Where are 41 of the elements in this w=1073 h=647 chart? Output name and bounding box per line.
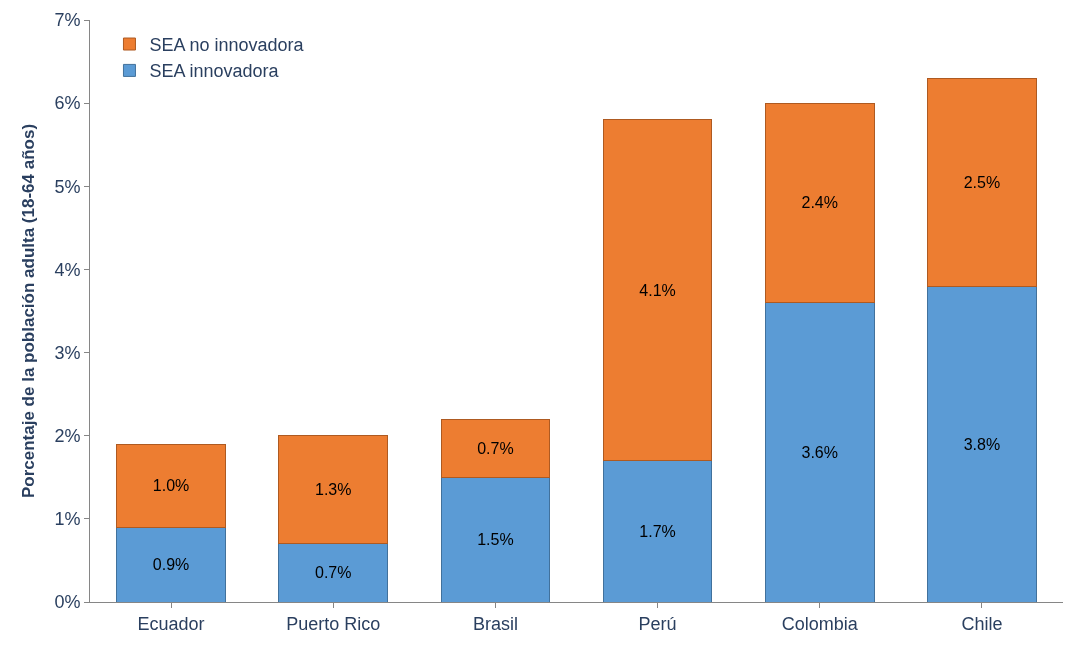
data-label: 2.5% — [963, 173, 1001, 191]
x-tick-label: Ecuador — [137, 613, 205, 634]
data-label: 3.8% — [963, 435, 1001, 453]
bar — [440, 418, 551, 478]
bar — [440, 476, 551, 602]
data-label: 3.6% — [801, 443, 838, 461]
bar — [927, 285, 1037, 602]
y-tick-label: 2% — [54, 426, 81, 447]
y-tick-label: 6% — [54, 93, 81, 114]
data-label: 2.4% — [801, 194, 838, 212]
bar — [116, 443, 226, 528]
x-tick-label: Perú — [638, 613, 677, 634]
legend-label: SEA innovadora — [149, 61, 280, 82]
bar — [602, 460, 713, 602]
bar — [278, 543, 389, 602]
data-label: 0.7% — [477, 439, 514, 457]
y-axis-title: Porcentaje de la población adulta (18-64 años) — [18, 123, 38, 499]
x-tick-label: Colombia — [781, 613, 859, 634]
data-label: 0.7% — [315, 564, 352, 582]
data-label: 1.3% — [315, 481, 352, 499]
data-label: 1.7% — [639, 522, 676, 540]
bar — [116, 526, 226, 602]
x-tick-label: Puerto Rico — [286, 613, 381, 634]
data-label: 4.1% — [639, 281, 676, 299]
y-tick-label: 5% — [54, 176, 81, 197]
data-label: 0.9% — [152, 556, 190, 574]
bar — [278, 435, 389, 545]
data-label: 1.0% — [152, 477, 190, 495]
x-tick-label: Chile — [961, 613, 1003, 634]
bar — [927, 77, 1037, 287]
bar — [764, 102, 875, 304]
x-tick-label: Brasil — [472, 613, 518, 634]
y-tick-label: 1% — [54, 509, 81, 530]
legend-label: SEA no innovadora — [149, 35, 305, 56]
y-tick-label: 4% — [54, 259, 81, 280]
y-tick-label: 0% — [54, 592, 81, 613]
data-label: 1.5% — [477, 531, 514, 549]
bar — [764, 302, 875, 602]
bar — [602, 119, 713, 462]
y-tick-label: 7% — [54, 10, 81, 31]
y-tick-label: 3% — [54, 342, 81, 363]
